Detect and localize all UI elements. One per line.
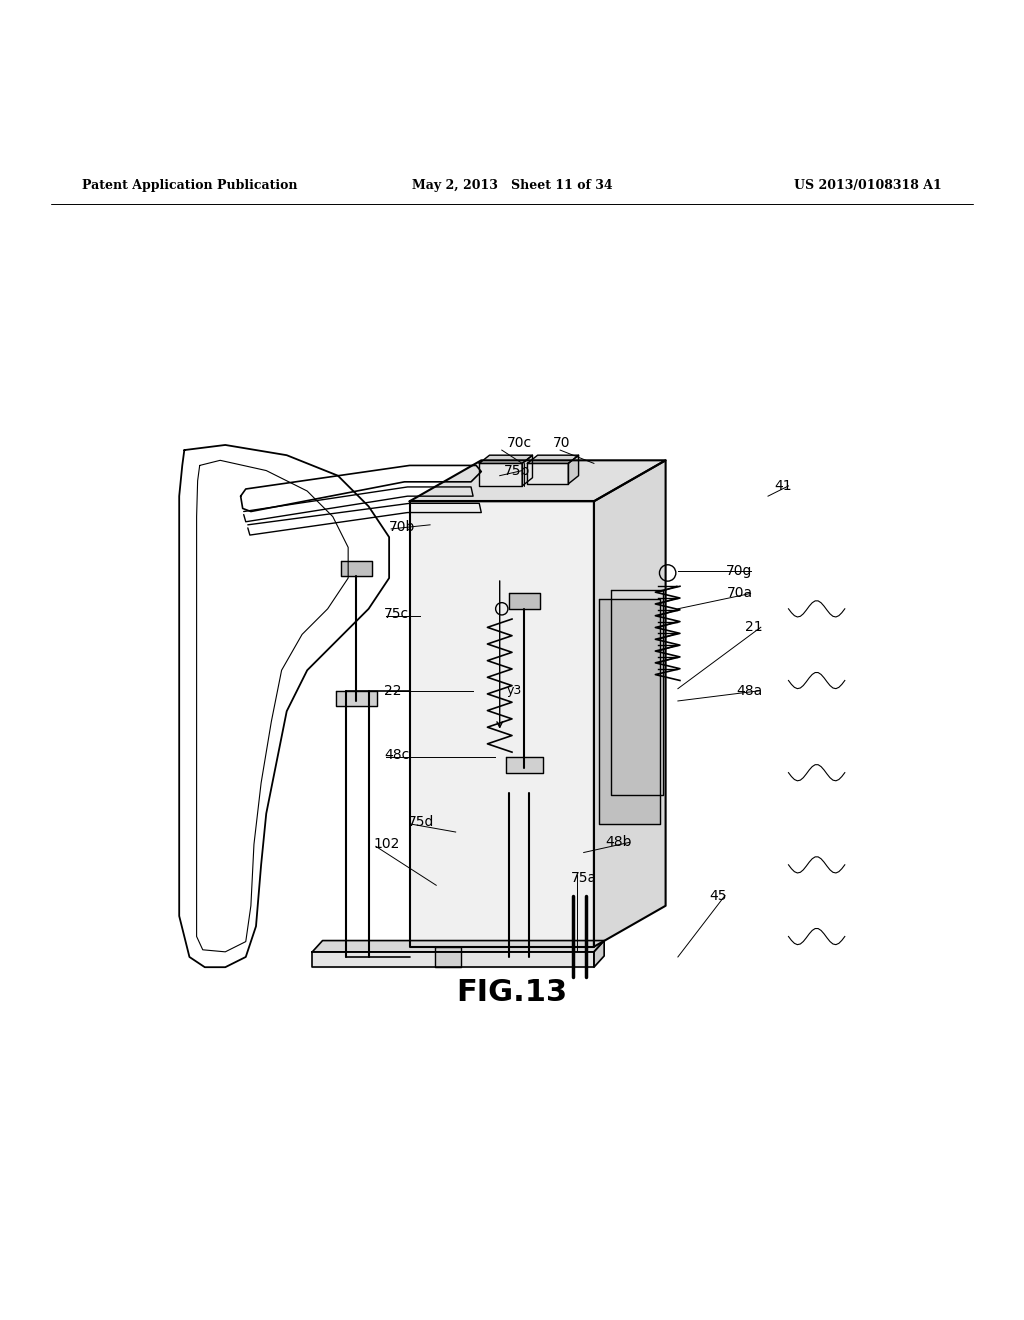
Text: 75a: 75a bbox=[570, 871, 597, 886]
Text: 75c: 75c bbox=[384, 607, 410, 620]
Polygon shape bbox=[594, 941, 604, 968]
Polygon shape bbox=[341, 561, 372, 576]
Text: 75b: 75b bbox=[504, 463, 530, 478]
Polygon shape bbox=[410, 461, 666, 502]
Text: 70g: 70g bbox=[726, 564, 753, 578]
Text: 102: 102 bbox=[374, 837, 400, 851]
Text: 48a: 48a bbox=[736, 684, 763, 698]
Polygon shape bbox=[599, 598, 660, 824]
Text: 70b: 70b bbox=[389, 520, 416, 533]
Text: 48b: 48b bbox=[605, 836, 632, 849]
Text: US 2013/0108318 A1: US 2013/0108318 A1 bbox=[795, 178, 942, 191]
Polygon shape bbox=[594, 461, 666, 946]
Polygon shape bbox=[410, 502, 594, 946]
Polygon shape bbox=[527, 455, 579, 463]
Text: May 2, 2013   Sheet 11 of 34: May 2, 2013 Sheet 11 of 34 bbox=[412, 178, 612, 191]
Text: y3: y3 bbox=[507, 684, 522, 697]
Polygon shape bbox=[506, 758, 543, 772]
Polygon shape bbox=[479, 463, 522, 486]
Text: 75d: 75d bbox=[408, 814, 434, 829]
Text: 45: 45 bbox=[710, 888, 727, 903]
Text: FIG.13: FIG.13 bbox=[457, 978, 567, 1007]
Text: 41: 41 bbox=[774, 479, 792, 492]
Polygon shape bbox=[312, 941, 604, 952]
Text: 22: 22 bbox=[384, 684, 401, 698]
Polygon shape bbox=[522, 455, 532, 486]
Text: 70a: 70a bbox=[726, 586, 753, 601]
Text: 70c: 70c bbox=[507, 436, 532, 450]
Polygon shape bbox=[527, 463, 568, 484]
Polygon shape bbox=[568, 455, 579, 484]
Text: Patent Application Publication: Patent Application Publication bbox=[82, 178, 297, 191]
Polygon shape bbox=[435, 946, 461, 968]
Text: 21: 21 bbox=[745, 620, 763, 634]
Polygon shape bbox=[336, 690, 377, 706]
Polygon shape bbox=[479, 455, 532, 463]
Text: 48c: 48c bbox=[384, 748, 410, 762]
Text: 70: 70 bbox=[552, 436, 570, 450]
Polygon shape bbox=[312, 952, 594, 968]
Polygon shape bbox=[509, 594, 540, 609]
